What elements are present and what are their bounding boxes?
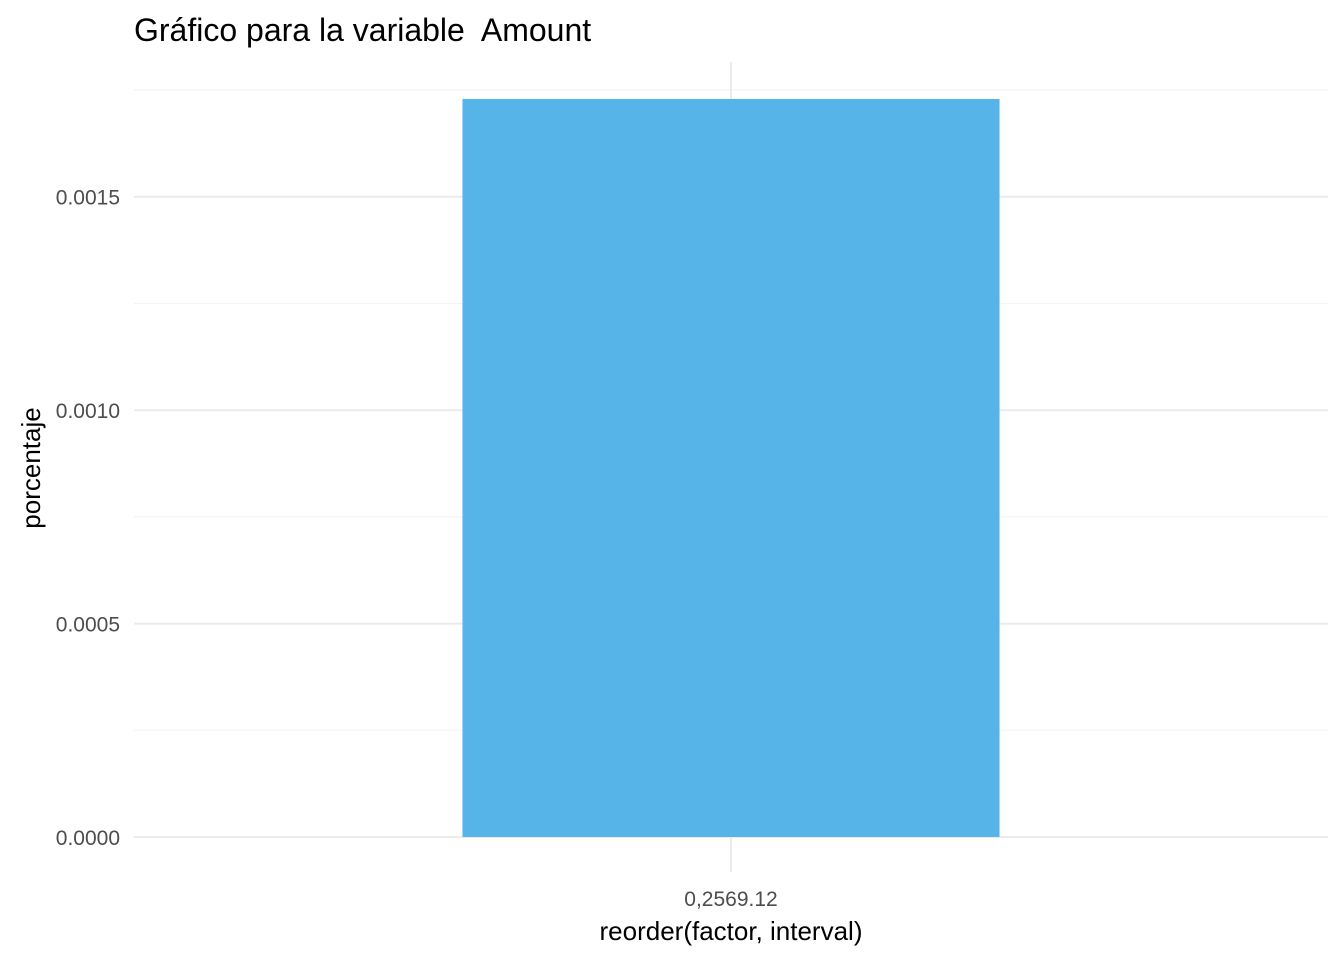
bars — [462, 98, 1000, 838]
y-axis-tick-labels: 0.0000 0.0005 0.0010 0.0015 — [56, 187, 120, 850]
y-tick-label: 0.0005 — [56, 614, 120, 637]
x-axis-title: reorder(factor, interval) — [600, 916, 863, 946]
chart-title: Gráfico para la variable Amount — [134, 12, 591, 48]
y-tick-label: 0.0010 — [56, 400, 120, 423]
x-tick-label: 0,2569.12 — [684, 888, 777, 911]
x-axis-tick-labels: 0,2569.12 — [684, 888, 777, 911]
y-tick-label: 0.0000 — [56, 827, 120, 850]
y-axis-title: porcentaje — [16, 407, 46, 528]
y-tick-label: 0.0015 — [56, 187, 120, 210]
bar — [462, 98, 1000, 838]
